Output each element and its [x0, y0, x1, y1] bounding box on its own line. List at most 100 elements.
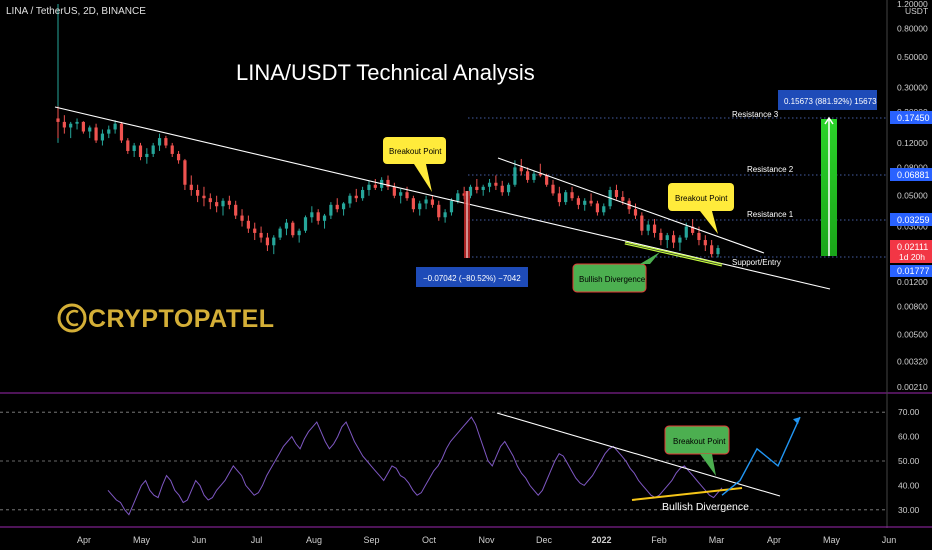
candle-body — [691, 226, 695, 233]
candle-body — [589, 200, 593, 204]
candle-body — [227, 200, 231, 205]
candle-body — [411, 198, 415, 210]
candle-body — [640, 215, 644, 231]
candle-body — [94, 127, 98, 141]
price-tick-label: 0.80000 — [897, 23, 928, 33]
candle-body — [196, 189, 200, 196]
resistance2-tag: 0.06881 — [890, 168, 932, 181]
candle-body — [119, 123, 124, 141]
candle-body — [494, 182, 498, 186]
breakout-callout-2: Breakout Point — [668, 183, 734, 234]
candle-body — [602, 206, 606, 213]
svg-text:0.02111: 0.02111 — [897, 242, 928, 252]
candle-body — [303, 217, 308, 231]
price-tick-label: 0.08000 — [897, 162, 928, 172]
candle-body — [405, 192, 409, 199]
candle-body — [545, 175, 549, 185]
svg-text:0.03259: 0.03259 — [897, 215, 930, 225]
candle-body — [564, 192, 568, 203]
price-tick-label: 0.05000 — [897, 191, 928, 201]
time-tick-label: Feb — [651, 535, 667, 545]
time-tick-label: May — [133, 535, 151, 545]
time-tick-label: Jun — [192, 535, 207, 545]
svg-text:0.01777: 0.01777 — [897, 266, 930, 276]
candle-body — [297, 230, 301, 236]
annotations-layer — [54, 106, 837, 290]
logo-c-icon — [66, 309, 79, 327]
candle-body — [113, 123, 117, 130]
candle-body — [557, 193, 561, 203]
candle-body — [208, 198, 212, 203]
rsi-tick-label: 60.00 — [898, 432, 920, 442]
candle-body — [678, 237, 682, 243]
candle-body — [284, 222, 289, 229]
candle-body — [341, 203, 346, 210]
candle-body — [107, 129, 111, 134]
candle-body — [278, 228, 282, 238]
candle-body — [176, 153, 181, 161]
resistance3-tag: 0.17450 — [890, 111, 932, 124]
resistance1-tag: 0.03259 — [890, 213, 932, 226]
candle-body — [348, 195, 352, 204]
candle-body — [443, 212, 447, 218]
candle-body — [513, 167, 517, 185]
candle-body — [259, 232, 263, 238]
secondary-descending-trendline — [497, 157, 765, 254]
time-tick-label: Aug — [306, 535, 322, 545]
svg-text:Breakout Point: Breakout Point — [673, 437, 726, 446]
price-tick-label: 0.12000 — [897, 138, 928, 148]
candle-body — [526, 171, 530, 180]
svg-text:1d 20h: 1d 20h — [899, 252, 925, 262]
price-tick-label: 0.30000 — [897, 83, 928, 93]
chart-title: LINA/USDT Technical Analysis — [236, 60, 535, 85]
candle-body — [418, 203, 422, 210]
time-axis-labels: Apr May Jun Jul Aug Sep Oct Nov Dec 2022 Feb Mar Apr… — [77, 535, 896, 545]
price-tick-label: 1.20000 — [897, 0, 928, 9]
rsi-line — [107, 416, 723, 516]
rsi-tick-label: 70.00 — [898, 407, 920, 417]
candle-body — [373, 184, 377, 188]
candle-body — [81, 121, 85, 132]
candle-body — [132, 145, 136, 151]
candle-body — [246, 220, 250, 229]
candle-body — [487, 182, 492, 187]
resistance1-label: Resistance 1 — [747, 210, 794, 219]
candle-body — [335, 204, 339, 210]
candle-body — [551, 184, 555, 194]
svg-text:Bullish Divergence: Bullish Divergence — [579, 275, 646, 284]
candle-body — [506, 184, 511, 193]
time-tick-label: Oct — [422, 535, 437, 545]
candle-body — [151, 145, 155, 154]
svg-text:Breakout Point: Breakout Point — [389, 147, 442, 156]
candle-body — [354, 195, 358, 199]
candle-body — [538, 173, 542, 176]
time-tick-label: Nov — [478, 535, 495, 545]
candle-body — [361, 189, 365, 199]
candle-body — [392, 186, 396, 196]
candle-body — [710, 245, 714, 255]
watermark-text: CRYPTOPATEL — [88, 305, 275, 333]
candle-body — [157, 138, 162, 146]
time-tick-label: Jun — [882, 535, 897, 545]
price-gridlines — [468, 117, 886, 258]
candle-body — [671, 235, 676, 243]
price-tick-label: 0.03000 — [897, 222, 928, 232]
price-divergence-outline — [624, 242, 723, 266]
logo-ring-icon — [57, 303, 87, 333]
candle-body — [126, 140, 130, 151]
cryptopatel-logo: CRYPTOPATEL — [57, 303, 275, 333]
price-tick-label: 0.00210 — [897, 382, 928, 392]
candle-body — [291, 222, 295, 236]
candle-body — [316, 212, 320, 221]
candle-body — [449, 200, 454, 213]
price-tick-label: 0.50000 — [897, 52, 928, 62]
breakout-callout-1: Breakout Point — [383, 137, 446, 192]
time-tick-label: Jul — [251, 535, 263, 545]
current-price-tag: 0.02111 1d 20h — [890, 240, 932, 263]
drop-measure-label: −0.07042 (−80.52%) −7042 — [416, 267, 528, 287]
candle-body — [367, 184, 371, 190]
symbol-line: LINA / TetherUS, 2D, BINANCE — [6, 6, 146, 17]
resistance3-label: Resistance 3 — [732, 110, 779, 119]
